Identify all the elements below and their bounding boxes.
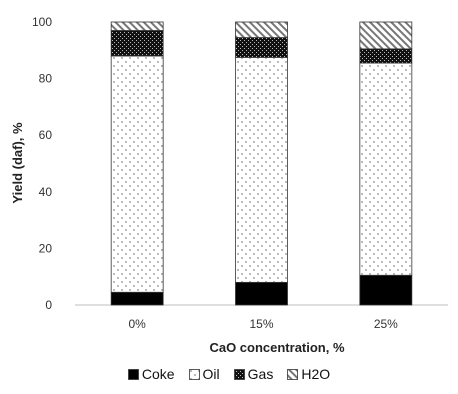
y-tick-label: 20 (39, 241, 53, 255)
bar-coke-1 (235, 281, 288, 306)
y-tick-label: 40 (39, 185, 53, 199)
x-tick-label: 15% (249, 317, 273, 331)
y-tick-label: 80 (39, 72, 53, 86)
legend-swatch-fill (287, 368, 299, 380)
plot-area: 0 20 40 60 80 100 0% 15% 25% (32, 15, 448, 331)
y-axis-title: Yield (daf), % (10, 122, 25, 204)
legend-swatch-fill (233, 368, 245, 380)
y-tick-label: 0 (45, 298, 52, 312)
y-tick-label: 100 (32, 15, 52, 29)
y-tick-label: 60 (39, 128, 53, 142)
bar-h2o-2 (359, 21, 413, 50)
chart-legend: Coke Oil Gas H2O (0, 366, 458, 382)
legend-item-h2o: H2O (287, 366, 330, 382)
bar-oil-2 (359, 62, 413, 276)
bar-oil-1 (235, 56, 288, 283)
legend-item-coke: Coke (127, 366, 175, 382)
legend-swatch (233, 368, 245, 380)
x-tick-label: 0% (128, 317, 146, 331)
legend-item-oil: Oil (188, 366, 220, 382)
bar-coke-0 (110, 291, 164, 306)
stacked-bar-chart: 0 20 40 60 80 100 0% 15% 25% CaO concentration, … (10, 15, 448, 355)
legend-label: H2O (301, 366, 331, 382)
bar-h2o-0 (110, 21, 164, 31)
bar-oil-0 (110, 55, 164, 293)
legend-item-gas: Gas (233, 366, 274, 382)
legend-swatch-fill (127, 368, 139, 380)
x-tick-label: 25% (374, 317, 398, 331)
legend-swatch (127, 368, 139, 380)
legend-swatch (188, 368, 200, 380)
bar-coke-2 (359, 274, 413, 306)
legend-label: Coke (141, 366, 175, 382)
x-axis-title: CaO concentration, % (209, 340, 345, 355)
legend-label: Oil (202, 366, 220, 382)
bar-h2o-1 (235, 21, 288, 38)
bar-gas-2 (359, 48, 413, 64)
legend-swatch-fill (188, 368, 200, 380)
legend-swatch (287, 368, 299, 380)
bar-gas-0 (110, 30, 164, 57)
legend-label: Gas (247, 366, 274, 382)
bar-gas-1 (235, 37, 288, 58)
